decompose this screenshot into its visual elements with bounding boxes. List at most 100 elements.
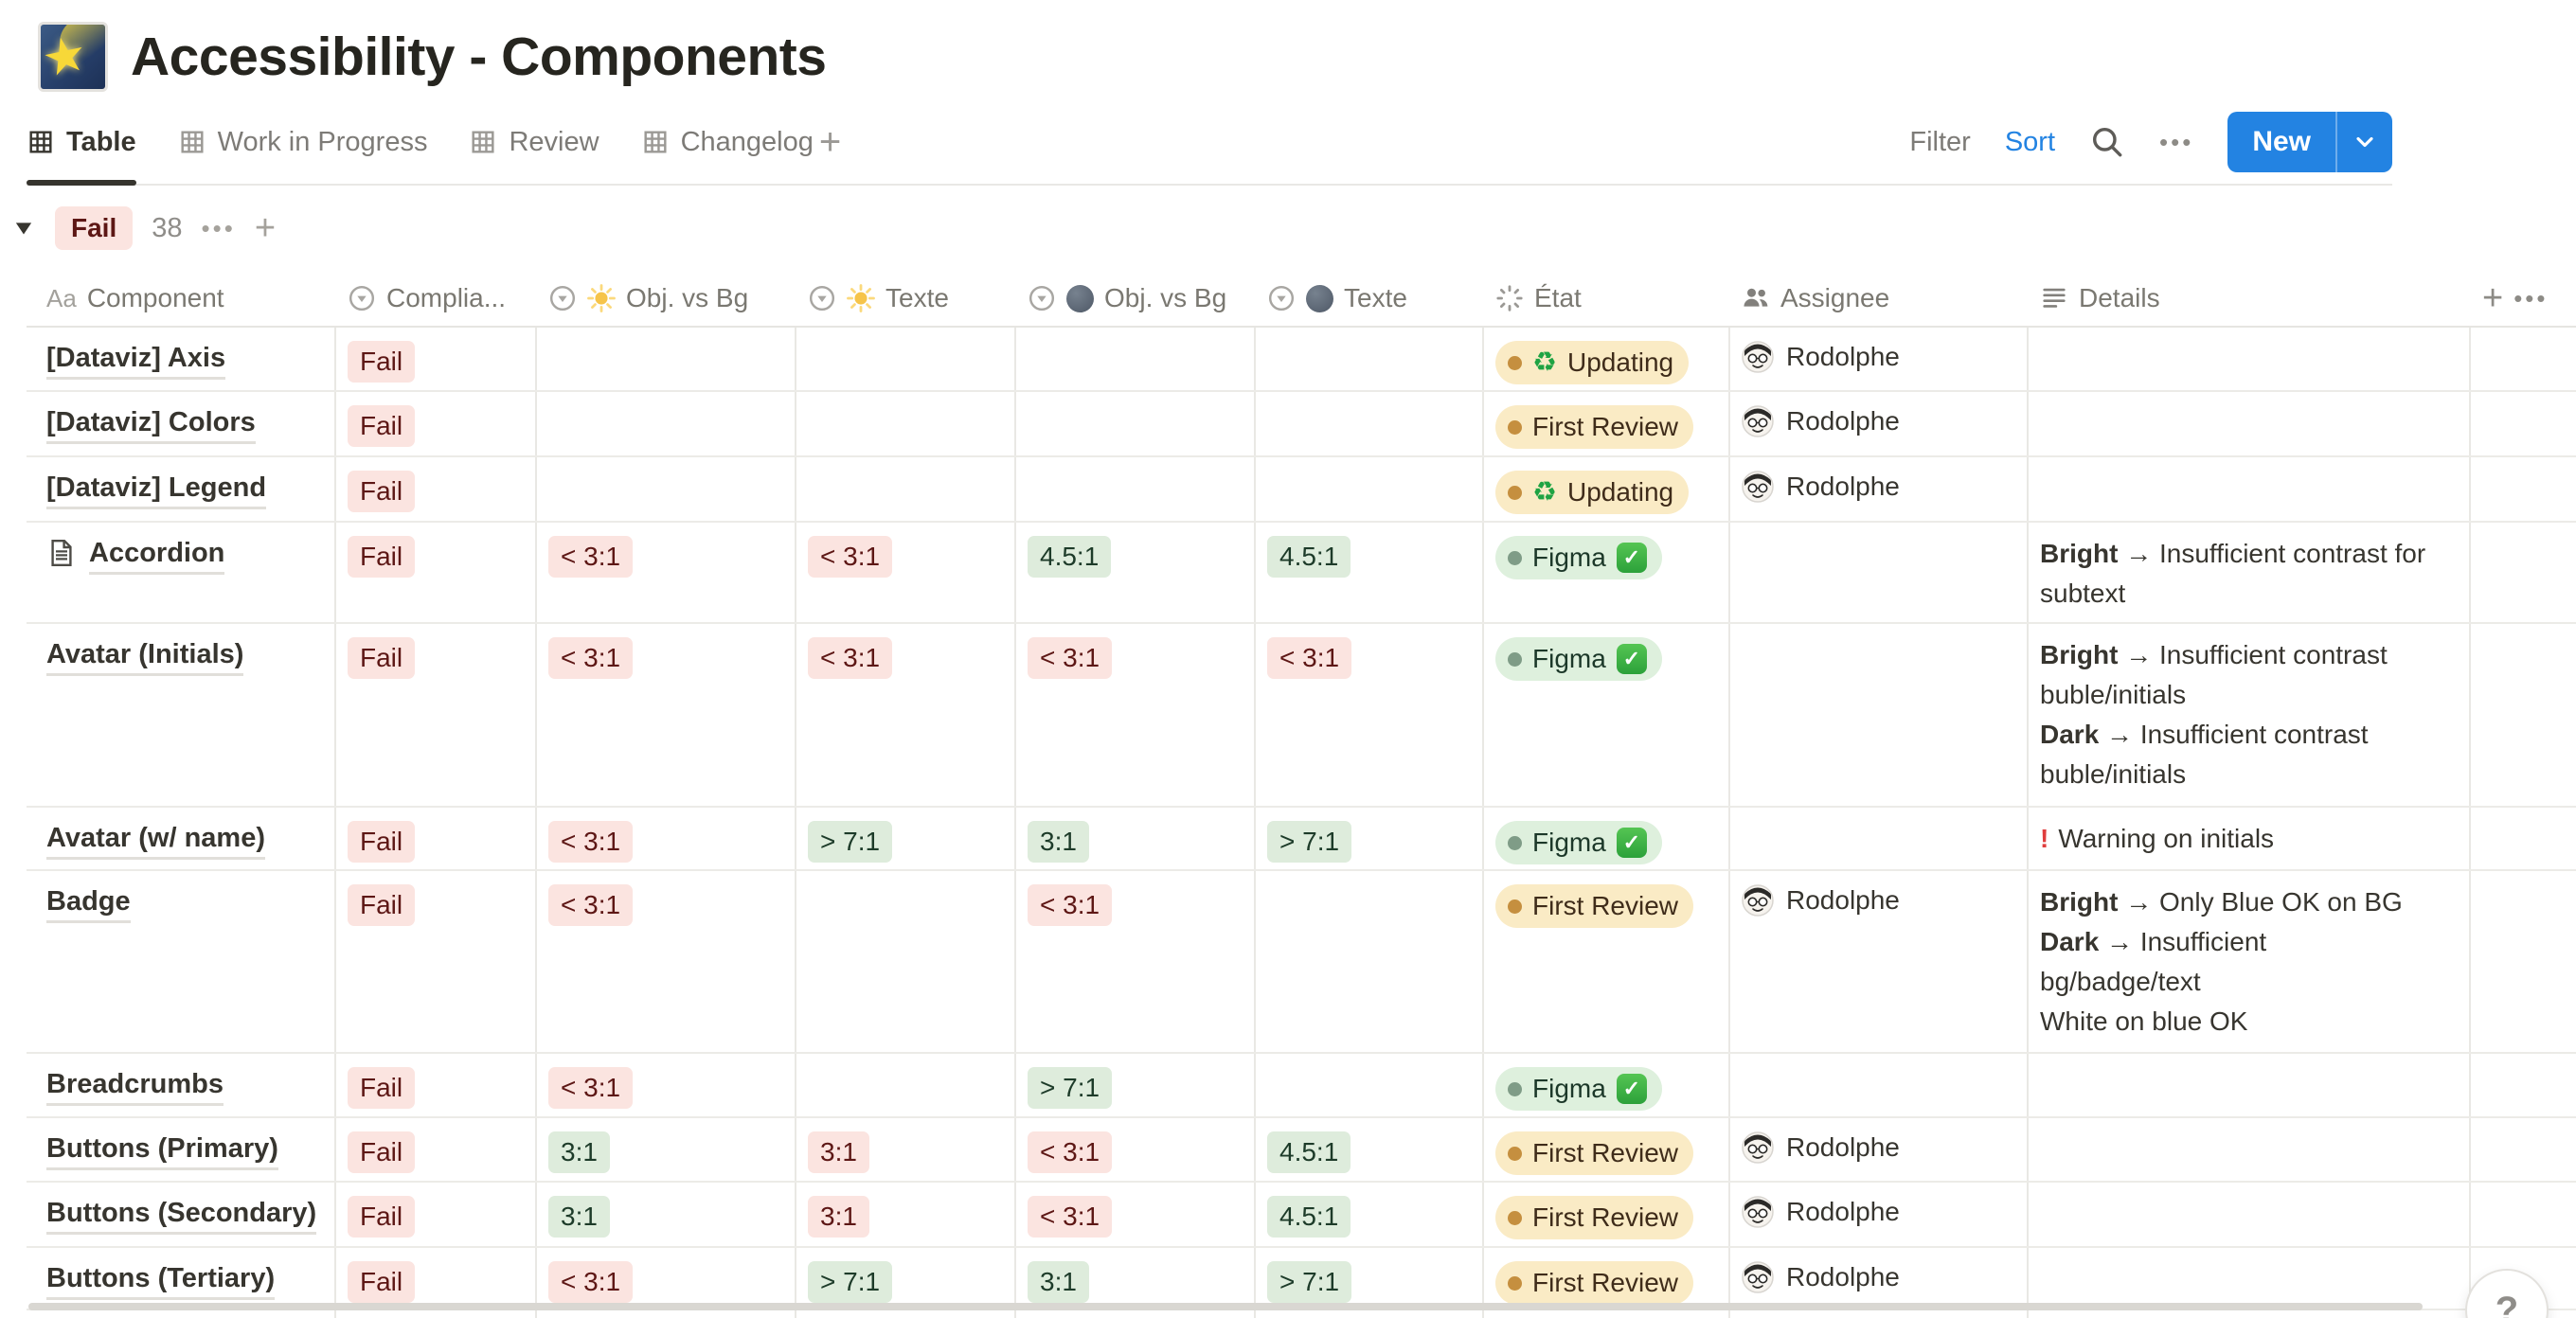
assignee-cell[interactable] xyxy=(1730,808,2029,869)
compliance-cell[interactable]: Fail xyxy=(336,457,537,521)
etat-cell[interactable]: Figma ✓ xyxy=(1484,808,1730,869)
component-title[interactable]: Breadcrumbs xyxy=(46,1067,224,1106)
more-options-icon[interactable]: ••• xyxy=(2159,127,2194,156)
dark-obj-cell[interactable] xyxy=(1016,392,1256,455)
ratio-tag[interactable]: 4.5:1 xyxy=(1028,536,1112,578)
compliance-tag[interactable]: Fail xyxy=(348,1131,416,1173)
ratio-tag[interactable]: < 3:1 xyxy=(1267,637,1352,679)
dark-obj-cell[interactable] xyxy=(1016,328,1256,390)
ratio-tag[interactable]: 3:1 xyxy=(808,1131,869,1173)
sun-texte-cell[interactable]: 3:1 xyxy=(796,1183,1016,1246)
status-pill[interactable]: First Review xyxy=(1495,405,1694,449)
component-title[interactable]: [Dataviz] Axis xyxy=(46,341,226,380)
dark-obj-cell[interactable] xyxy=(1016,457,1256,521)
sun-texte-cell[interactable] xyxy=(796,392,1016,455)
ratio-tag[interactable]: < 3:1 xyxy=(1028,1196,1113,1238)
ratio-tag[interactable]: > 7:1 xyxy=(1267,821,1352,863)
dark-obj-cell[interactable]: 3:1 xyxy=(1016,808,1256,869)
compliance-cell[interactable]: Fail xyxy=(336,328,537,390)
compliance-tag[interactable]: Fail xyxy=(348,1261,416,1303)
ratio-tag[interactable]: < 3:1 xyxy=(548,1067,634,1109)
dark-texte-cell[interactable]: < 3:1 xyxy=(1256,624,1484,806)
ratio-tag[interactable]: < 3:1 xyxy=(808,637,893,679)
status-pill[interactable]: First Review xyxy=(1495,884,1694,928)
sun-obj-cell[interactable] xyxy=(537,457,796,521)
compliance-tag[interactable]: Fail xyxy=(348,1196,416,1238)
assignee[interactable]: Rodolphe xyxy=(1742,884,2015,917)
dark-texte-cell[interactable] xyxy=(1256,1054,1484,1116)
dark-texte-cell[interactable] xyxy=(1256,457,1484,521)
page-emoji-icon[interactable]: ★ xyxy=(38,22,108,92)
assignee-cell[interactable]: Rodolphe xyxy=(1730,1183,2029,1246)
ratio-tag[interactable]: > 7:1 xyxy=(808,821,893,863)
component-title[interactable]: Avatar (Initials) xyxy=(46,637,244,676)
details-cell[interactable]: ! Warning on initials xyxy=(2029,808,2471,869)
view-tab-table[interactable]: Table xyxy=(27,100,136,186)
dark-obj-cell[interactable]: 3:1 xyxy=(1016,1248,1256,1309)
sun-obj-cell[interactable] xyxy=(537,328,796,390)
column-header-assignee[interactable]: Assignee xyxy=(1730,271,2029,326)
assignee[interactable]: Rodolphe xyxy=(1742,1261,2015,1293)
assignee-cell[interactable]: Rodolphe xyxy=(1730,1248,2029,1309)
ratio-tag[interactable]: < 3:1 xyxy=(548,637,634,679)
component-cell[interactable]: [Dataviz] Colors xyxy=(27,392,336,455)
sun-obj-cell[interactable]: < 3:1 xyxy=(537,1248,796,1309)
ratio-tag[interactable]: 4.5:1 xyxy=(1267,1131,1351,1173)
etat-cell[interactable]: Figma ✓ xyxy=(1484,1054,1730,1116)
component-cell[interactable]: Buttons (Tertiary) xyxy=(27,1248,336,1309)
dark-texte-cell[interactable]: 4.5:1 xyxy=(1256,1183,1484,1246)
compliance-cell[interactable]: Fail xyxy=(336,624,537,806)
status-pill[interactable]: First Review xyxy=(1495,1196,1694,1239)
compliance-tag[interactable]: Fail xyxy=(348,1067,416,1109)
ratio-tag[interactable]: 4.5:1 xyxy=(1267,536,1351,578)
group-tag[interactable]: Fail xyxy=(55,206,134,250)
etat-cell[interactable]: First Review xyxy=(1484,392,1730,455)
ratio-tag[interactable]: 3:1 xyxy=(808,1196,869,1238)
add-column-icon[interactable]: + xyxy=(2482,277,2504,318)
group-add-icon[interactable]: + xyxy=(254,207,277,248)
details-cell[interactable] xyxy=(2029,1054,2471,1116)
component-cell[interactable]: [Dataviz] Axis xyxy=(27,328,336,390)
component-cell[interactable]: Badge xyxy=(27,871,336,1052)
ratio-tag[interactable]: > 7:1 xyxy=(1267,1261,1352,1303)
assignee-cell[interactable]: Rodolphe xyxy=(1730,392,2029,455)
compliance-tag[interactable]: Fail xyxy=(348,884,416,926)
assignee-cell[interactable]: Rodolphe xyxy=(1730,871,2029,1052)
search-icon[interactable] xyxy=(2089,124,2125,160)
component-title[interactable]: [Dataviz] Legend xyxy=(46,471,267,509)
component-cell[interactable]: Breadcrumbs xyxy=(27,1054,336,1116)
etat-cell[interactable]: ♻ Updating xyxy=(1484,328,1730,390)
column-header-dark_obj[interactable]: Obj. vs Bg xyxy=(1016,271,1256,326)
dark-texte-cell[interactable]: > 7:1 xyxy=(1256,1248,1484,1309)
component-title[interactable]: [Dataviz] Colors xyxy=(46,405,256,444)
ratio-tag[interactable]: < 3:1 xyxy=(1028,884,1113,926)
view-tab-work-in-progress[interactable]: Work in Progress xyxy=(178,100,427,184)
sun-texte-cell[interactable] xyxy=(796,1054,1016,1116)
ratio-tag[interactable]: > 7:1 xyxy=(808,1261,893,1303)
compliance-cell[interactable]: Fail xyxy=(336,1054,537,1116)
column-header-etat[interactable]: État xyxy=(1484,271,1730,326)
sun-texte-cell[interactable] xyxy=(796,871,1016,1052)
assignee[interactable]: Rodolphe xyxy=(1742,1196,2015,1228)
table-options-icon[interactable]: ••• xyxy=(2513,283,2549,312)
sun-obj-cell[interactable]: 3:1 xyxy=(537,1183,796,1246)
sun-texte-cell[interactable] xyxy=(796,328,1016,390)
sun-obj-cell[interactable]: < 3:1 xyxy=(537,1054,796,1116)
compliance-tag[interactable]: Fail xyxy=(348,637,416,679)
ratio-tag[interactable]: < 3:1 xyxy=(548,821,634,863)
compliance-cell[interactable]: Fail xyxy=(336,808,537,869)
dark-obj-cell[interactable]: > 7:1 xyxy=(1016,1054,1256,1116)
add-view-icon[interactable]: + xyxy=(818,120,842,163)
sun-obj-cell[interactable]: < 3:1 xyxy=(537,871,796,1052)
sun-texte-cell[interactable]: > 7:1 xyxy=(796,1248,1016,1309)
details-cell[interactable] xyxy=(2029,1248,2471,1309)
status-pill[interactable]: Figma ✓ xyxy=(1495,536,1662,579)
dark-texte-cell[interactable]: > 7:1 xyxy=(1256,808,1484,869)
dark-texte-cell[interactable]: 4.5:1 xyxy=(1256,523,1484,622)
compliance-tag[interactable]: Fail xyxy=(348,405,416,447)
ratio-tag[interactable]: 4.5:1 xyxy=(1267,1196,1351,1238)
details-cell[interactable]: Bright → Insufficient contrast for subtex… xyxy=(2029,523,2471,622)
status-pill[interactable]: ♻ Updating xyxy=(1495,471,1690,514)
dark-obj-cell[interactable]: < 3:1 xyxy=(1016,1118,1256,1181)
ratio-tag[interactable]: 3:1 xyxy=(1028,1261,1089,1303)
